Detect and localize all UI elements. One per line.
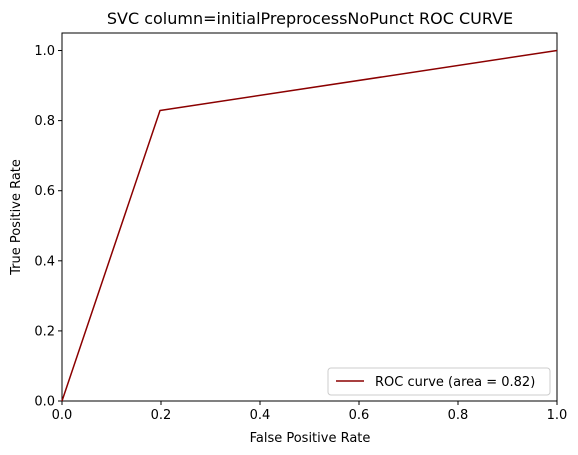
legend-label-roc: ROC curve (area = 0.82) [375,375,535,390]
y-axis-label: True Positive Rate [9,159,24,276]
chart-title: SVC column=initialPreprocessNoPunct ROC … [107,9,513,28]
y-tick-label: 0.8 [34,114,55,129]
x-tick-label: 0.2 [151,408,172,423]
x-tick-label: 0.0 [52,408,73,423]
x-tick-label: 1.0 [547,408,568,423]
plot-frame [61,32,558,402]
x-tick-label: 0.8 [448,408,469,423]
y-axis-ticks: 0.0 0.2 0.4 0.6 0.8 1.0 [34,44,62,410]
x-axis-ticks: 0.0 0.2 0.4 0.6 0.8 1.0 [52,401,568,423]
x-tick-label: 0.6 [349,408,370,423]
y-tick-label: 0.0 [34,395,55,410]
y-tick-label: 1.0 [34,44,55,59]
series-layer [61,49,558,402]
roc-curve-line [61,49,558,402]
x-axis-label: False Positive Rate [250,431,371,446]
legend: ROC curve (area = 0.82) [327,367,551,396]
legend-box [327,367,551,396]
x-tick-label: 0.4 [250,408,271,423]
y-tick-label: 0.6 [34,184,55,199]
y-tick-label: 0.2 [34,324,55,339]
y-tick-label: 0.4 [34,254,55,269]
